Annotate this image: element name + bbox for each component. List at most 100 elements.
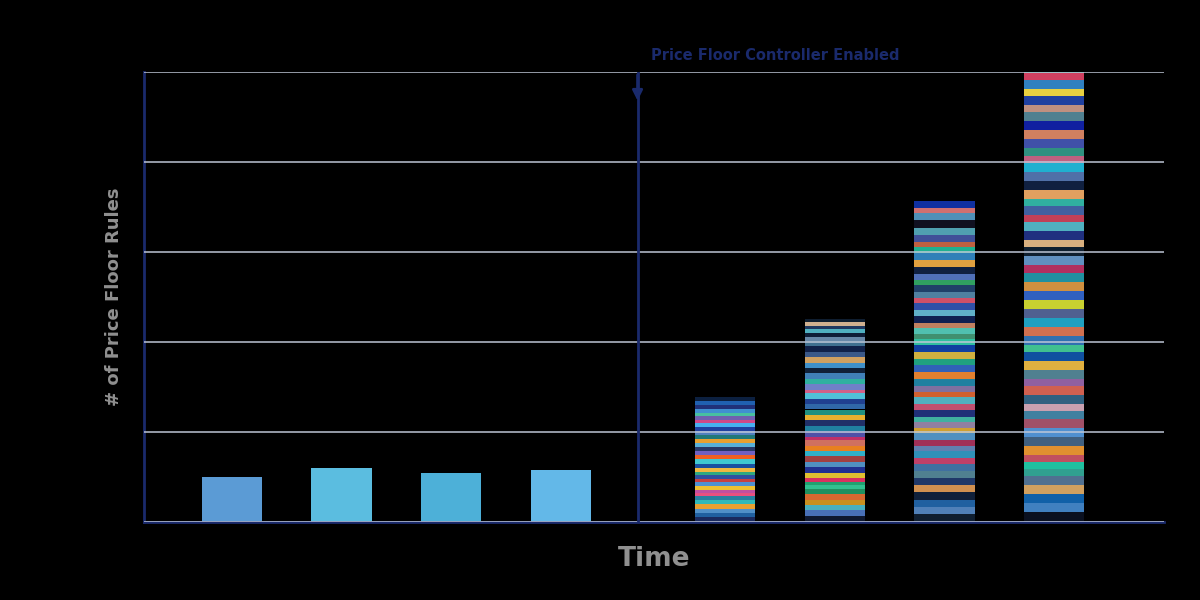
Bar xyxy=(914,499,974,506)
Bar xyxy=(1024,299,1085,308)
Bar xyxy=(1024,172,1085,181)
Bar xyxy=(914,409,974,416)
Bar xyxy=(914,316,974,323)
Bar xyxy=(914,227,974,235)
Bar xyxy=(1024,112,1085,121)
Bar xyxy=(805,346,865,352)
Bar xyxy=(1024,240,1085,247)
Bar xyxy=(914,220,974,227)
Bar xyxy=(914,514,974,522)
Bar xyxy=(695,431,756,435)
Bar xyxy=(695,443,756,447)
Bar xyxy=(805,437,865,440)
Bar xyxy=(805,499,865,505)
Bar xyxy=(914,386,974,391)
Bar xyxy=(805,485,865,488)
Bar xyxy=(1024,326,1085,335)
Bar xyxy=(914,364,974,371)
Bar xyxy=(695,416,756,420)
Bar xyxy=(805,488,865,494)
Bar xyxy=(202,477,262,522)
Bar xyxy=(914,416,974,422)
Bar xyxy=(914,303,974,310)
Bar xyxy=(914,463,974,470)
Bar xyxy=(1024,199,1085,206)
Bar xyxy=(914,328,974,334)
Bar xyxy=(914,451,974,458)
Bar xyxy=(1024,370,1085,379)
Bar xyxy=(1024,163,1085,172)
Bar xyxy=(311,468,372,522)
Bar xyxy=(1024,89,1085,96)
Bar xyxy=(914,242,974,247)
Bar xyxy=(805,445,865,451)
Bar xyxy=(1024,344,1085,352)
Bar xyxy=(695,493,756,496)
Bar xyxy=(914,478,974,485)
Bar xyxy=(1024,395,1085,404)
Bar xyxy=(805,384,865,389)
Bar xyxy=(695,512,756,517)
Bar xyxy=(695,500,756,505)
Bar xyxy=(914,379,974,386)
Bar xyxy=(1024,503,1085,512)
Bar xyxy=(1024,494,1085,503)
Bar xyxy=(695,413,756,416)
Bar xyxy=(805,505,865,510)
Bar xyxy=(805,462,865,467)
Bar xyxy=(805,420,865,426)
Bar xyxy=(1024,206,1085,215)
Bar xyxy=(695,479,756,482)
Bar xyxy=(805,515,865,522)
Bar xyxy=(1024,462,1085,469)
Bar xyxy=(695,451,756,455)
Bar xyxy=(914,298,974,303)
Bar xyxy=(805,398,865,404)
Bar xyxy=(914,253,974,260)
Bar xyxy=(914,391,974,397)
Bar xyxy=(1024,73,1085,80)
Bar xyxy=(1024,308,1085,317)
Bar xyxy=(914,445,974,451)
Bar xyxy=(805,337,865,341)
Bar xyxy=(1024,139,1085,148)
Y-axis label: # of Price Floor Rules: # of Price Floor Rules xyxy=(106,188,124,406)
Bar xyxy=(1024,476,1085,485)
Bar xyxy=(805,322,865,326)
Bar xyxy=(1024,281,1085,290)
Bar xyxy=(1024,155,1085,163)
Bar xyxy=(805,404,865,409)
Bar xyxy=(1024,386,1085,395)
Bar xyxy=(914,339,974,344)
Bar xyxy=(421,473,481,522)
Bar xyxy=(695,447,756,451)
Bar xyxy=(805,333,865,337)
Bar xyxy=(1024,190,1085,199)
Bar xyxy=(805,393,865,398)
Bar xyxy=(914,213,974,220)
Bar xyxy=(1024,512,1085,522)
Bar xyxy=(914,427,974,433)
Bar xyxy=(805,431,865,437)
Bar xyxy=(1024,222,1085,231)
Bar xyxy=(695,490,756,493)
Bar xyxy=(805,481,865,485)
Bar xyxy=(805,362,865,368)
Bar xyxy=(914,344,974,352)
Bar xyxy=(914,285,974,292)
Bar xyxy=(1024,272,1085,281)
Bar xyxy=(805,390,865,394)
Bar xyxy=(914,247,974,253)
Bar xyxy=(914,292,974,298)
Bar xyxy=(695,505,756,509)
Bar xyxy=(1024,80,1085,89)
Bar xyxy=(805,329,865,333)
Bar xyxy=(914,334,974,339)
Bar xyxy=(695,439,756,443)
Bar xyxy=(1024,231,1085,240)
Bar xyxy=(914,440,974,445)
Bar xyxy=(695,423,756,427)
Bar xyxy=(805,326,865,329)
Bar xyxy=(1024,105,1085,112)
Bar xyxy=(1024,57,1085,66)
